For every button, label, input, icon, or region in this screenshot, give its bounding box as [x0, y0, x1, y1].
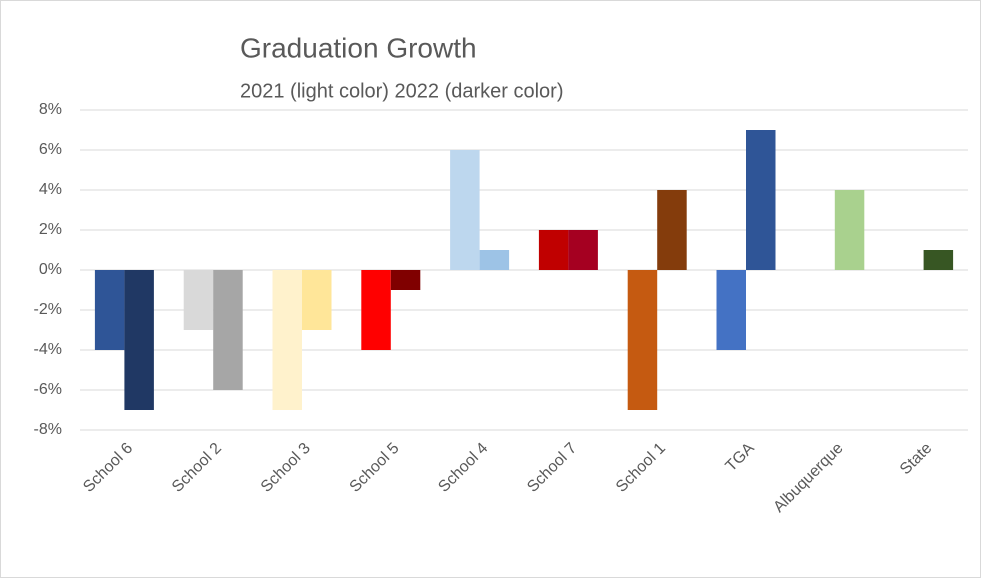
bar: [834, 190, 865, 270]
y-tick-label: -6%: [34, 381, 62, 398]
y-tick-label: -8%: [34, 421, 62, 438]
y-tick-label: 0%: [39, 261, 62, 278]
bar: [213, 270, 243, 390]
y-tick-label: 4%: [39, 181, 62, 198]
bar: [94, 270, 125, 350]
y-tick-label: 6%: [39, 141, 62, 158]
bar: [627, 270, 658, 410]
bar: [538, 230, 569, 270]
y-tick-label: 8%: [39, 101, 62, 118]
bar: [568, 230, 598, 270]
bar: [183, 270, 214, 330]
bar: [361, 270, 391, 350]
y-tick-label: -4%: [34, 341, 62, 358]
bar: [124, 270, 154, 410]
bar: [657, 190, 687, 270]
y-tick-label: -2%: [34, 301, 62, 318]
bar: [302, 270, 332, 330]
bar: [272, 270, 302, 410]
bar: [746, 130, 776, 270]
chart-subtitle: 2021 (light color) 2022 (darker color): [240, 80, 564, 102]
bar: [390, 270, 421, 290]
bar: [479, 250, 510, 270]
bar: [923, 250, 954, 270]
bar: [450, 150, 480, 270]
y-tick-label: 2%: [39, 221, 62, 238]
chart-title: Graduation Growth: [240, 32, 477, 63]
bar: [716, 270, 746, 350]
